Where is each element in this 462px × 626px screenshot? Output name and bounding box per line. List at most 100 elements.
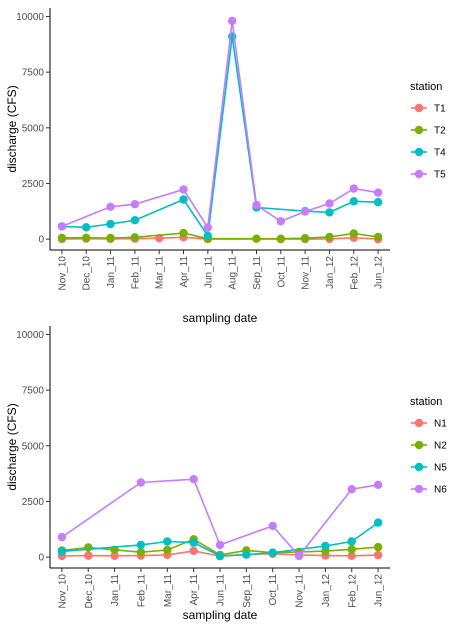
x-tick-label: Sep_11 [252, 256, 263, 290]
data-point-T5 [106, 202, 115, 211]
data-point-N2 [163, 545, 172, 555]
data-point-N5 [373, 518, 383, 527]
data-point-N6 [189, 475, 198, 484]
data-point-N2 [373, 542, 383, 552]
data-point-N5 [215, 551, 225, 561]
chart-panel-1: 0 2500 5000 7500 10000 Nov_10 Dec_10 Jan_11 Feb_… [5, 8, 446, 325]
legend-key-point [414, 418, 424, 428]
data-point-N5 [189, 538, 198, 547]
data-point-N2 [136, 548, 146, 557]
data-point-N6 [136, 478, 146, 487]
x-tick-label: Feb_11 [136, 574, 147, 608]
x-tick-label: Oct_11 [268, 574, 279, 606]
legend-label: T4 [434, 148, 446, 159]
x-tick-label: Jan_11 [106, 256, 117, 289]
data-point-T2 [349, 229, 358, 238]
data-point-N6 [215, 540, 225, 550]
legend-label: N1 [434, 419, 447, 430]
data-point-N6 [268, 521, 277, 531]
data-point-N1 [84, 551, 93, 560]
data-point-N5 [347, 537, 356, 546]
data-point-T5 [276, 217, 285, 226]
data-point-N5 [321, 541, 330, 551]
x-tick-label: Jun_12 [374, 574, 385, 607]
x-tick-label: Sep_11 [242, 574, 253, 608]
data-point-N1 [110, 551, 119, 560]
legend-label: T1 [434, 104, 446, 115]
legend-label: N2 [434, 441, 447, 452]
legend-key-point [414, 440, 424, 450]
y-tick-label: 2500 [22, 497, 45, 508]
data-point-T2 [57, 233, 67, 242]
x-tick-label: Jun_11 [216, 574, 227, 607]
data-point-N5 [57, 547, 67, 556]
data-point-T4 [325, 208, 334, 217]
series-line-T5 [61, 20, 379, 230]
data-point-T4 [82, 223, 91, 232]
data-point-T5 [300, 207, 310, 216]
data-point-T2 [179, 228, 188, 238]
legend-key-point [414, 169, 424, 179]
data-point-N2 [347, 545, 356, 554]
y-tick-label: 7500 [22, 68, 45, 79]
y-axis-title: discharge (CFS) [5, 403, 19, 490]
legend-key-point [414, 103, 424, 113]
data-point-T4 [179, 195, 188, 204]
y-tick-label: 0 [38, 235, 44, 246]
data-point-T5 [228, 16, 237, 26]
x-tick-label: Feb_12 [349, 256, 360, 290]
data-point-T2 [276, 234, 285, 243]
data-point-T5 [349, 184, 358, 193]
series-N5 [57, 518, 383, 561]
x-tick-label: Jun_12 [374, 256, 385, 289]
legend-key-point [414, 462, 424, 472]
legend-label: T2 [434, 126, 446, 137]
x-tick-label: Jan_12 [321, 574, 332, 607]
data-point-T5 [130, 200, 140, 209]
x-tick-label: Nov_11 [295, 574, 306, 608]
legend-label: N6 [434, 485, 447, 496]
x-tick-label: Nov_11 [301, 256, 312, 290]
x-tick-label: Dec_10 [82, 256, 93, 291]
data-point-T4 [349, 197, 358, 206]
data-point-T4 [130, 216, 140, 225]
series-T2 [57, 228, 383, 243]
x-axis-title: sampling date [183, 311, 258, 325]
y-tick-label: 10000 [16, 12, 44, 23]
data-point-N5 [242, 550, 251, 559]
y-tick-label: 10000 [16, 330, 44, 341]
x-tick-label: Jan_11 [110, 574, 121, 607]
x-tick-label: Jun_11 [203, 256, 214, 289]
legend-title: station [410, 81, 442, 93]
data-point-N2 [84, 543, 93, 552]
data-point-T5 [179, 185, 188, 194]
x-tick-label: Nov_10 [57, 574, 68, 609]
data-point-T4 [203, 231, 212, 240]
data-point-T2 [252, 234, 261, 243]
data-point-T5 [325, 199, 334, 208]
data-point-N6 [57, 532, 67, 542]
y-tick-label: 5000 [22, 441, 45, 452]
data-point-N1 [189, 546, 198, 556]
legend: station N1 N2 N5 N6 [410, 396, 447, 496]
data-point-T2 [373, 232, 383, 242]
x-tick-label: Oct_11 [276, 256, 287, 288]
data-point-T5 [203, 223, 212, 232]
data-point-T4 [106, 219, 115, 229]
y-tick-label: 2500 [22, 179, 45, 190]
y-tick-label: 0 [38, 553, 44, 564]
x-tick-label: Mar_11 [155, 256, 166, 290]
data-point-T2 [130, 233, 140, 242]
x-tick-label: Mar_11 [163, 574, 174, 608]
data-point-T2 [82, 233, 91, 242]
series-N6 [57, 475, 383, 561]
data-point-N1 [373, 550, 383, 560]
legend-key-point [414, 125, 424, 135]
legend-key-point [414, 147, 424, 157]
x-tick-label: Aug_11 [228, 256, 239, 290]
data-point-T5 [252, 200, 261, 210]
data-point-N5 [268, 548, 277, 557]
series-line-N6 [61, 478, 379, 558]
data-point-T2 [325, 232, 334, 242]
x-tick-label: Apr_11 [189, 574, 200, 606]
